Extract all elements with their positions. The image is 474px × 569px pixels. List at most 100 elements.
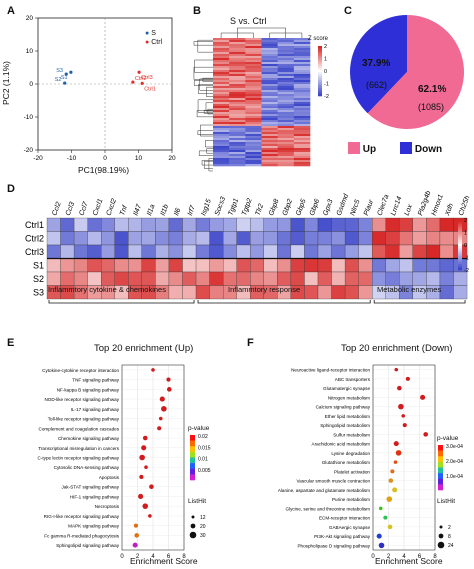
- heatmap-cell: [245, 144, 262, 147]
- x-tick-label: 2: [387, 554, 391, 560]
- heatmap-cell: [277, 62, 295, 65]
- gene-heatmap-cell: [168, 244, 183, 259]
- group-label-cytokine: Inflammtory cytokine & chemokines: [48, 285, 166, 294]
- gene-label: Il47: [133, 203, 144, 217]
- heatmap-cell: [213, 58, 230, 61]
- heatmap-cell: [277, 162, 295, 165]
- enrichment-point: [139, 454, 145, 461]
- gene-scale-swatch: [458, 226, 462, 229]
- heatmap-cell: [293, 72, 311, 75]
- zscale-swatch: [318, 84, 322, 87]
- listhit-dot: [190, 523, 196, 529]
- heatmap-cell: [261, 140, 278, 143]
- heatmap-cell: [293, 156, 311, 159]
- heatmap-cell: [213, 120, 230, 123]
- heatmap-cell: [245, 70, 262, 73]
- gene-heatmap-cell: [114, 258, 129, 273]
- heatmap-cell: [213, 126, 230, 129]
- enrichment-point: [142, 503, 149, 509]
- heatmap-cell: [213, 102, 230, 105]
- heatmap-cell: [213, 162, 230, 165]
- gene-label: Plaur: [363, 198, 375, 216]
- heatmap-cell: [229, 144, 246, 147]
- heatmap-cell: [277, 138, 295, 141]
- pvalue-colorbar: [190, 451, 195, 458]
- pvalue-colorbar: [438, 467, 443, 474]
- panel-a-pca: S3 S1 S2 Ctrl3 Ctrl2 Ctrl1 -20 -10 0 10 20 -20 -10…: [0, 0, 190, 180]
- gene-heatmap-cell: [236, 244, 251, 259]
- gene-heatmap-cell: [101, 217, 115, 232]
- term-label: Neuroactive ligand-receptor interaction: [291, 368, 370, 373]
- heatmap-cell: [293, 92, 311, 95]
- heatmap-title: S vs. Ctrl: [230, 16, 267, 26]
- heatmap-cell: [229, 110, 246, 113]
- heatmap-cell: [261, 124, 278, 127]
- heatmap-cell: [261, 146, 278, 149]
- term-label: GABAergic synapse: [329, 525, 371, 530]
- gene-heatmap-cell: [195, 285, 210, 300]
- pie-up-count: (1085): [418, 102, 445, 112]
- pvalue-tick: 0.005: [198, 468, 211, 474]
- pvalue-tick: 3.0e-04: [446, 444, 463, 450]
- listhit-tick: 20: [200, 524, 206, 530]
- row-dendrogram: [199, 78, 213, 91]
- heatmap-cell: [213, 156, 230, 159]
- row-dendrogram: [205, 102, 213, 112]
- pca-ytick-label: 0: [29, 81, 33, 88]
- enrichment-point: [423, 432, 428, 437]
- heatmap-cell: [213, 136, 230, 139]
- heatmap-cell: [213, 114, 230, 117]
- pie-legend-down-label: Down: [414, 144, 443, 155]
- gene-heatmap-cell: [222, 244, 237, 259]
- enrichment-point: [420, 394, 426, 400]
- enrichment-point: [138, 493, 144, 499]
- heatmap-cell: [261, 48, 278, 51]
- pca-ytick-label: -10: [24, 114, 34, 121]
- panel-e-xlabel: Enrichment Score: [130, 556, 198, 566]
- heatmap-cell: [277, 122, 295, 125]
- gene-heatmap-cell: [344, 271, 359, 286]
- gene-scale-swatch: [458, 262, 462, 265]
- term-label: NF-kappa B signaling pathway: [57, 387, 120, 392]
- heatmap-cell: [261, 132, 278, 135]
- heatmap-cell: [245, 112, 262, 115]
- enrichment-point: [158, 416, 163, 421]
- x-tick-label: 2: [136, 554, 140, 560]
- gene-heatmap-cell: [60, 217, 75, 232]
- zscale-tick: -1: [324, 82, 329, 88]
- heatmap-cell: [229, 116, 246, 119]
- term-label: Fc gamma R-mediated phagocytosis: [44, 533, 120, 538]
- gene-heatmap-cell: [385, 271, 400, 286]
- gene-label: Nlrc5: [349, 199, 361, 217]
- listhit-tick: 12: [200, 515, 206, 521]
- heatmap-cell: [213, 144, 230, 147]
- gene-heatmap-cell: [358, 244, 373, 259]
- heatmap-cell: [261, 72, 278, 75]
- gene-heatmap-cell: [399, 231, 413, 246]
- heatmap-cell: [261, 58, 278, 61]
- gene-heatmap-cell: [412, 244, 427, 259]
- gene-heatmap-cell: [331, 231, 346, 246]
- gene-scale-swatch: [458, 240, 462, 243]
- heatmap-cell: [245, 120, 262, 123]
- zscale-swatch: [318, 78, 322, 81]
- heatmap-cell: [277, 148, 295, 151]
- gene-heatmap-cell: [195, 231, 210, 246]
- heatmap-cell: [213, 80, 230, 83]
- gene-heatmap-cell: [114, 244, 129, 259]
- heatmap-cell: [293, 52, 311, 55]
- heatmap-cell: [213, 84, 230, 87]
- gene-heatmap-cell: [304, 258, 319, 273]
- heatmap-b: 2 1 0 -1 -2: [193, 27, 329, 172]
- sample-label: Ctrl1: [25, 220, 44, 230]
- gene-scale-tick: -2: [464, 268, 469, 274]
- gene-scale-swatch: [458, 254, 462, 257]
- enrichment-point: [148, 514, 152, 518]
- heatmap-cell: [229, 102, 246, 105]
- gene-heatmap-cell: [331, 217, 346, 232]
- gene-scale-swatch: [458, 268, 462, 271]
- heatmap-cell: [293, 96, 311, 99]
- heatmap-cell: [277, 68, 295, 71]
- pvalue-colorbar: [190, 468, 195, 475]
- zscale-swatch: [318, 86, 322, 89]
